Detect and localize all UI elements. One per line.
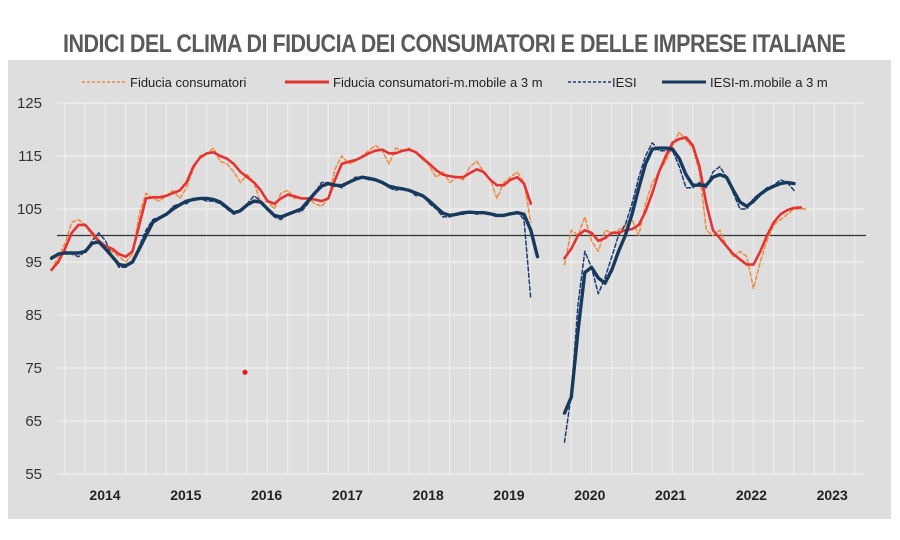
legend-item: Fiducia consumatori bbox=[82, 75, 246, 90]
x-tick-label: 2016 bbox=[251, 487, 282, 503]
y-tick-label: 115 bbox=[18, 148, 42, 165]
grid bbox=[57, 102, 864, 475]
series-line-iesi-m-mobile-a-3-m bbox=[49, 175, 540, 268]
x-tick-label: 2022 bbox=[736, 487, 767, 503]
series-line-iesi-m-mobile-a-3-m bbox=[562, 146, 796, 415]
x-tick-label: 2015 bbox=[170, 487, 201, 503]
legend-item: IESI-m.mobile a 3 m bbox=[662, 75, 828, 90]
y-tick-label: 75 bbox=[25, 360, 42, 377]
x-tick-label: 2021 bbox=[655, 487, 686, 503]
y-tick-label: 95 bbox=[25, 254, 42, 271]
y-tick-label: 65 bbox=[25, 413, 42, 430]
y-axis-ticks: 55 65 75 85 95 105 115 125 bbox=[17, 95, 42, 483]
legend-label: Fiducia consumatori-m.mobile a 3 m bbox=[333, 75, 543, 90]
legend-label: IESI-m.mobile a 3 m bbox=[710, 75, 828, 90]
legend-label: Fiducia consumatori bbox=[130, 75, 246, 90]
x-tick-label: 2023 bbox=[817, 487, 848, 503]
series-line-fiducia-consumatori-m-mobile-a-3-m bbox=[563, 136, 803, 266]
y-tick-label: 105 bbox=[17, 201, 42, 218]
series-line-fiducia-consumatori-m-mobile-a-3-m bbox=[50, 148, 533, 272]
y-tick-label: 85 bbox=[25, 307, 42, 324]
y-tick-label: 125 bbox=[17, 95, 42, 112]
x-tick-label: 2020 bbox=[574, 487, 605, 503]
annotation-dot bbox=[242, 369, 248, 375]
series-line-iesi bbox=[563, 142, 795, 443]
chart-title: INDICI DEL CLIMA DI FIDUCIA DEI CONSUMAT… bbox=[63, 30, 846, 58]
x-tick-label: 2018 bbox=[413, 487, 444, 503]
x-axis-ticks: 2014 2015 2016 2017 2018 2019 2020 2021 2022 2023 bbox=[89, 487, 848, 503]
x-tick-label: 2017 bbox=[332, 487, 363, 503]
x-tick-label: 2014 bbox=[89, 487, 120, 503]
legend-item: Fiducia consumatori-m.mobile a 3 m bbox=[285, 75, 543, 90]
series-line-fiducia-consumatori bbox=[563, 131, 809, 290]
legend: Fiducia consumatori Fiducia consumatori-m… bbox=[82, 75, 828, 90]
y-tick-label: 55 bbox=[25, 466, 42, 483]
series-line-fiducia-consumatori bbox=[50, 144, 532, 271]
x-tick-label: 2019 bbox=[493, 487, 524, 503]
series-group bbox=[49, 131, 809, 443]
legend-item: IESI bbox=[568, 75, 637, 90]
legend-label: IESI bbox=[612, 75, 637, 90]
